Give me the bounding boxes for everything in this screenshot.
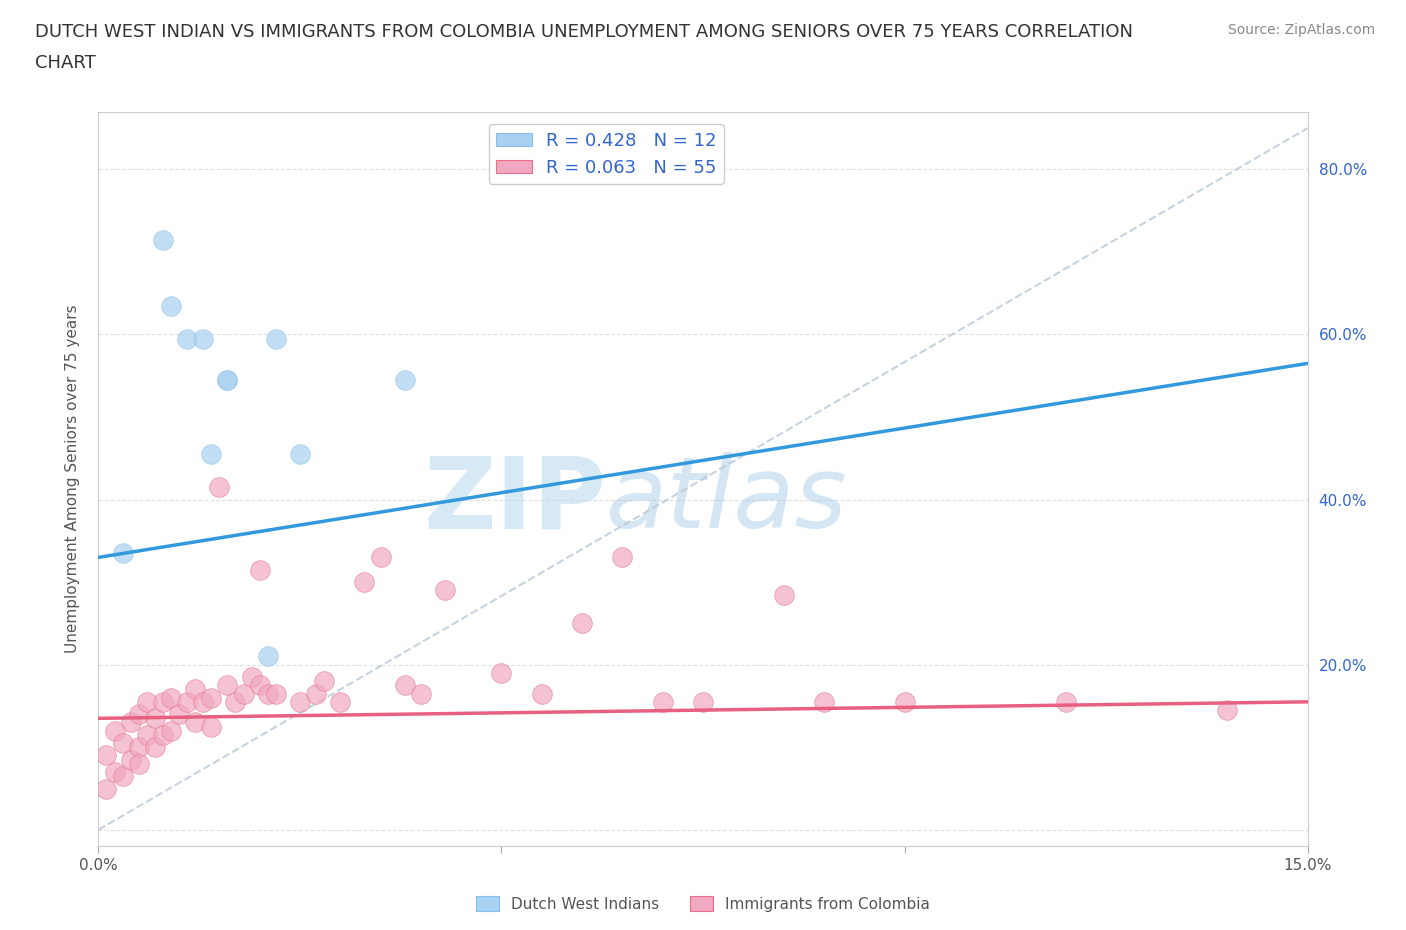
Point (1054, 695, 1077, 710)
Text: atlas: atlas (606, 453, 848, 550)
Point (160, 299, 183, 313)
Point (249, 678, 271, 693)
Point (143, 739, 166, 754)
Point (264, 331, 287, 346)
Point (394, 678, 416, 693)
Point (893, 695, 915, 710)
Point (256, 649, 278, 664)
Point (128, 739, 150, 754)
Point (111, 546, 134, 561)
Point (612, 550, 634, 565)
Point (370, 550, 392, 565)
Point (152, 232, 174, 247)
Point (772, 587, 794, 602)
Point (160, 690, 183, 705)
Point (249, 563, 271, 578)
Text: CHART: CHART (35, 54, 96, 72)
Point (184, 715, 207, 730)
Legend: R = 0.428   N = 12, R = 0.063   N = 55: R = 0.428 N = 12, R = 0.063 N = 55 (488, 125, 724, 184)
Point (353, 575, 375, 590)
Point (409, 686, 432, 701)
Point (167, 707, 190, 722)
Point (96, 748, 118, 763)
Text: Source: ZipAtlas.com: Source: ZipAtlas.com (1227, 23, 1375, 37)
Point (200, 446, 222, 461)
Point (217, 372, 239, 387)
Text: ZIP: ZIP (423, 453, 606, 550)
Point (103, 764, 125, 779)
Point (264, 686, 287, 701)
Point (111, 769, 134, 784)
Point (571, 616, 593, 631)
Point (651, 695, 673, 710)
Point (200, 719, 222, 734)
Point (193, 695, 215, 710)
Point (120, 715, 142, 730)
Point (152, 727, 174, 742)
Text: DUTCH WEST INDIAN VS IMMIGRANTS FROM COLOMBIA UNEMPLOYMENT AMONG SENIORS OVER 75: DUTCH WEST INDIAN VS IMMIGRANTS FROM COL… (35, 23, 1133, 41)
Point (692, 695, 714, 710)
Legend: Dutch West Indians, Immigrants from Colombia: Dutch West Indians, Immigrants from Colo… (470, 889, 936, 918)
Point (217, 372, 239, 387)
Point (491, 666, 513, 681)
Point (305, 686, 328, 701)
Point (240, 670, 263, 684)
Point (208, 480, 231, 495)
Point (224, 695, 246, 710)
Point (193, 331, 215, 346)
Point (1216, 703, 1239, 718)
Point (160, 724, 183, 738)
Point (200, 690, 222, 705)
Point (314, 673, 336, 688)
Point (128, 756, 150, 771)
Point (329, 695, 352, 710)
Point (152, 695, 174, 710)
Point (176, 695, 198, 710)
Point (394, 372, 416, 387)
Point (288, 695, 311, 710)
Point (103, 724, 125, 738)
Point (184, 682, 207, 697)
Point (530, 686, 553, 701)
Point (232, 686, 254, 701)
Point (217, 678, 239, 693)
Point (176, 331, 198, 346)
Point (256, 686, 278, 701)
Point (111, 736, 134, 751)
Point (143, 711, 166, 725)
Point (120, 752, 142, 767)
Point (128, 707, 150, 722)
Point (813, 695, 835, 710)
Point (434, 583, 457, 598)
Y-axis label: Unemployment Among Seniors over 75 years: Unemployment Among Seniors over 75 years (65, 305, 80, 653)
Point (135, 695, 157, 710)
Point (96, 781, 118, 796)
Point (288, 446, 311, 461)
Point (135, 727, 157, 742)
